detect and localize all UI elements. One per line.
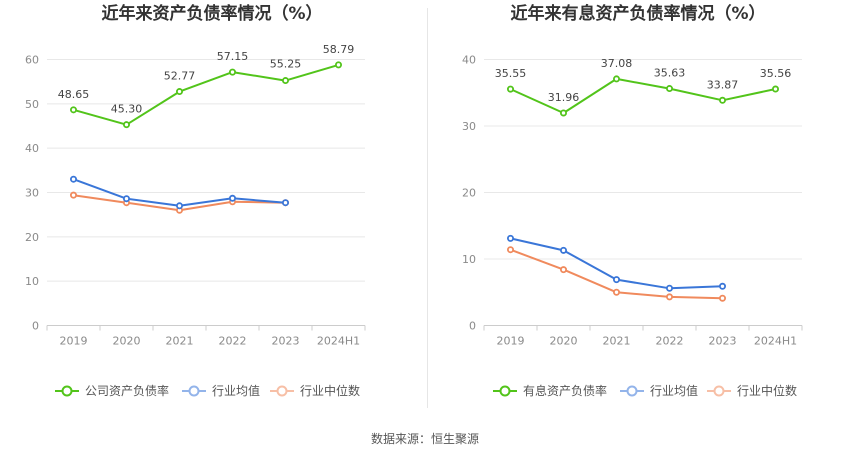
y-tick-label: 10: [462, 253, 476, 266]
y-tick-label: 60: [25, 54, 39, 67]
data-point: [506, 234, 514, 242]
data-label: 55.25: [270, 58, 302, 71]
legend-label: 行业均值: [212, 383, 260, 398]
data-point: [123, 121, 131, 129]
source-label: 数据来源：恒生聚源: [371, 431, 479, 446]
x-tick-label: 2021: [166, 335, 194, 348]
x-tick-label: 2019: [497, 335, 525, 348]
data-point: [719, 282, 727, 290]
data-label: 35.63: [654, 67, 686, 80]
x-tick-label: 2022: [656, 335, 684, 348]
y-tick-label: 30: [25, 187, 39, 200]
data-label: 58.79: [323, 43, 355, 56]
data-label: 52.77: [164, 70, 196, 83]
data-point: [719, 294, 727, 302]
data-point: [666, 284, 674, 292]
x-tick-label: 2022: [219, 335, 247, 348]
data-point: [613, 75, 621, 83]
data-point: [70, 175, 78, 183]
data-point: [123, 195, 131, 203]
data-point: [281, 77, 289, 85]
data-point: [560, 246, 568, 254]
y-tick-label: 20: [25, 231, 39, 244]
data-point: [772, 85, 780, 93]
x-tick-label: 2023: [272, 335, 300, 348]
data-label: 33.87: [707, 78, 739, 91]
y-tick-label: 40: [462, 54, 476, 67]
y-tick-label: 10: [25, 275, 39, 288]
legend-label: 有息资产负债率: [523, 383, 607, 398]
legend-label: 公司资产负债率: [85, 383, 169, 398]
x-tick-label: 2024H1: [754, 335, 797, 348]
data-point: [613, 276, 621, 284]
data-point: [506, 246, 514, 254]
data-point: [506, 85, 514, 93]
data-point: [70, 191, 78, 199]
legend-marker-icon[interactable]: [626, 385, 638, 397]
x-tick-label: 2024H1: [317, 335, 360, 348]
data-point: [560, 266, 568, 274]
y-tick-label: 0: [469, 320, 476, 333]
x-tick-label: 2019: [60, 335, 88, 348]
data-label: 57.15: [217, 50, 249, 63]
data-point: [560, 109, 568, 117]
x-tick-label: 2021: [603, 335, 631, 348]
data-label: 48.65: [58, 88, 90, 101]
data-label: 35.55: [495, 67, 527, 80]
data-point: [70, 106, 78, 114]
legend-label: 行业均值: [650, 383, 698, 398]
data-label: 37.08: [601, 57, 633, 70]
data-label: 31.96: [548, 91, 580, 104]
series-line: [73, 63, 339, 126]
data-point: [175, 88, 183, 96]
legend-marker-icon[interactable]: [276, 385, 288, 397]
legend-label: 行业中位数: [300, 383, 360, 398]
data-point: [719, 96, 727, 104]
y-tick-label: 20: [462, 187, 476, 200]
data-point: [613, 288, 621, 296]
data-point: [334, 61, 342, 69]
legend-marker-icon[interactable]: [188, 385, 200, 397]
y-tick-label: 0: [32, 320, 39, 333]
data-point: [666, 85, 674, 93]
legend-label: 行业中位数: [737, 383, 797, 398]
y-tick-label: 30: [462, 120, 476, 133]
series-line: [510, 77, 776, 114]
legend-marker-icon[interactable]: [499, 385, 511, 397]
data-label: 35.56: [760, 67, 792, 80]
y-tick-label: 50: [25, 98, 39, 111]
data-label: 45.30: [111, 103, 143, 116]
legend-marker-icon[interactable]: [61, 385, 73, 397]
x-tick-label: 2020: [550, 335, 578, 348]
data-point: [175, 202, 183, 210]
chart-title: 近年来资产负债率情况（%）: [101, 3, 322, 24]
legend-marker-icon[interactable]: [713, 385, 725, 397]
chart-title: 近年来有息资产负债率情况（%）: [510, 3, 765, 24]
data-point: [281, 199, 289, 207]
data-point: [228, 194, 236, 202]
data-point: [228, 68, 236, 76]
x-tick-label: 2020: [113, 335, 141, 348]
data-point: [666, 293, 674, 301]
y-tick-label: 40: [25, 142, 39, 155]
x-tick-label: 2023: [709, 335, 737, 348]
